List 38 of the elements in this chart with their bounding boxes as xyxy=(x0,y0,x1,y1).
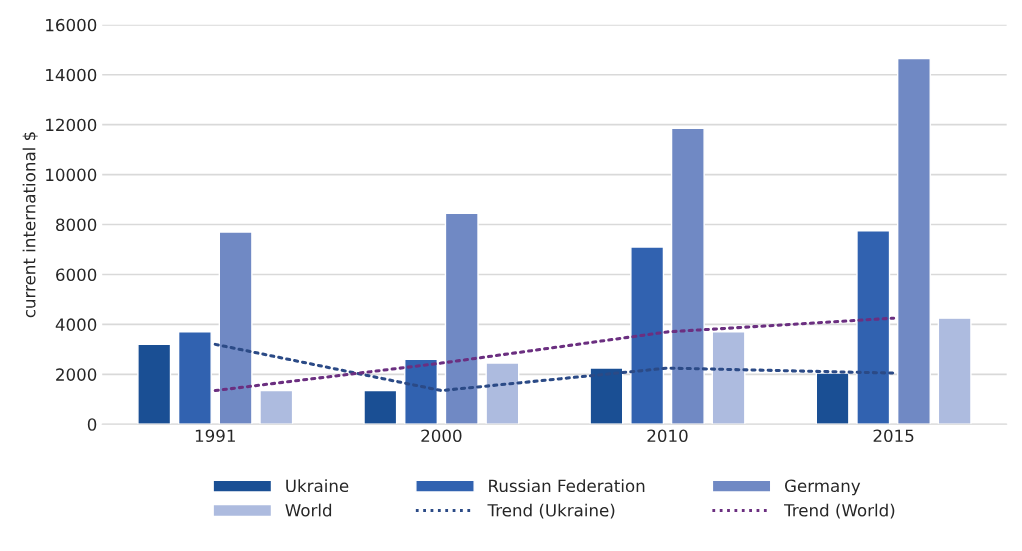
bar xyxy=(937,317,972,425)
line-series xyxy=(213,342,896,393)
y-tick-label: 0 xyxy=(87,418,97,431)
y-tick-label: 8000 xyxy=(56,218,97,232)
x-tick-label: 1991 xyxy=(195,429,235,443)
bar xyxy=(137,343,172,425)
bar xyxy=(444,212,479,425)
bar xyxy=(404,358,439,425)
bar xyxy=(259,389,294,425)
bar xyxy=(218,231,253,425)
legend-label: World xyxy=(285,503,332,517)
x-tick-label: 2015 xyxy=(873,429,914,443)
y-tick-label: 4000 xyxy=(55,318,97,331)
legend-label: Russian Federation xyxy=(489,479,645,493)
y-tick-label: 2000 xyxy=(56,368,97,381)
legend-label: Germany xyxy=(784,479,861,496)
bar xyxy=(363,389,398,425)
bar xyxy=(815,372,850,425)
bar xyxy=(630,246,665,425)
bar xyxy=(896,57,931,425)
legend-label: Ukraine xyxy=(286,479,349,493)
y-tick-label: 6000 xyxy=(56,268,97,282)
bar xyxy=(485,362,520,425)
y-axis-title: current international $ xyxy=(22,132,38,318)
y-tick-label: 10000 xyxy=(46,168,97,182)
line-series xyxy=(213,316,896,393)
x-tick-label: 2010 xyxy=(647,429,688,443)
bar xyxy=(177,331,212,425)
x-tick-label: 2000 xyxy=(421,429,462,443)
y-tick-label: 16000 xyxy=(46,18,97,32)
bar xyxy=(856,230,891,425)
y-tick-label: 12000 xyxy=(46,118,97,132)
bar xyxy=(589,367,624,425)
y-tick-label: 14000 xyxy=(46,68,97,82)
bar xyxy=(670,127,705,425)
legend-label: Trend (World) xyxy=(784,503,895,519)
bar xyxy=(711,331,746,425)
legend-label: Trend (Ukraine) xyxy=(487,503,615,519)
